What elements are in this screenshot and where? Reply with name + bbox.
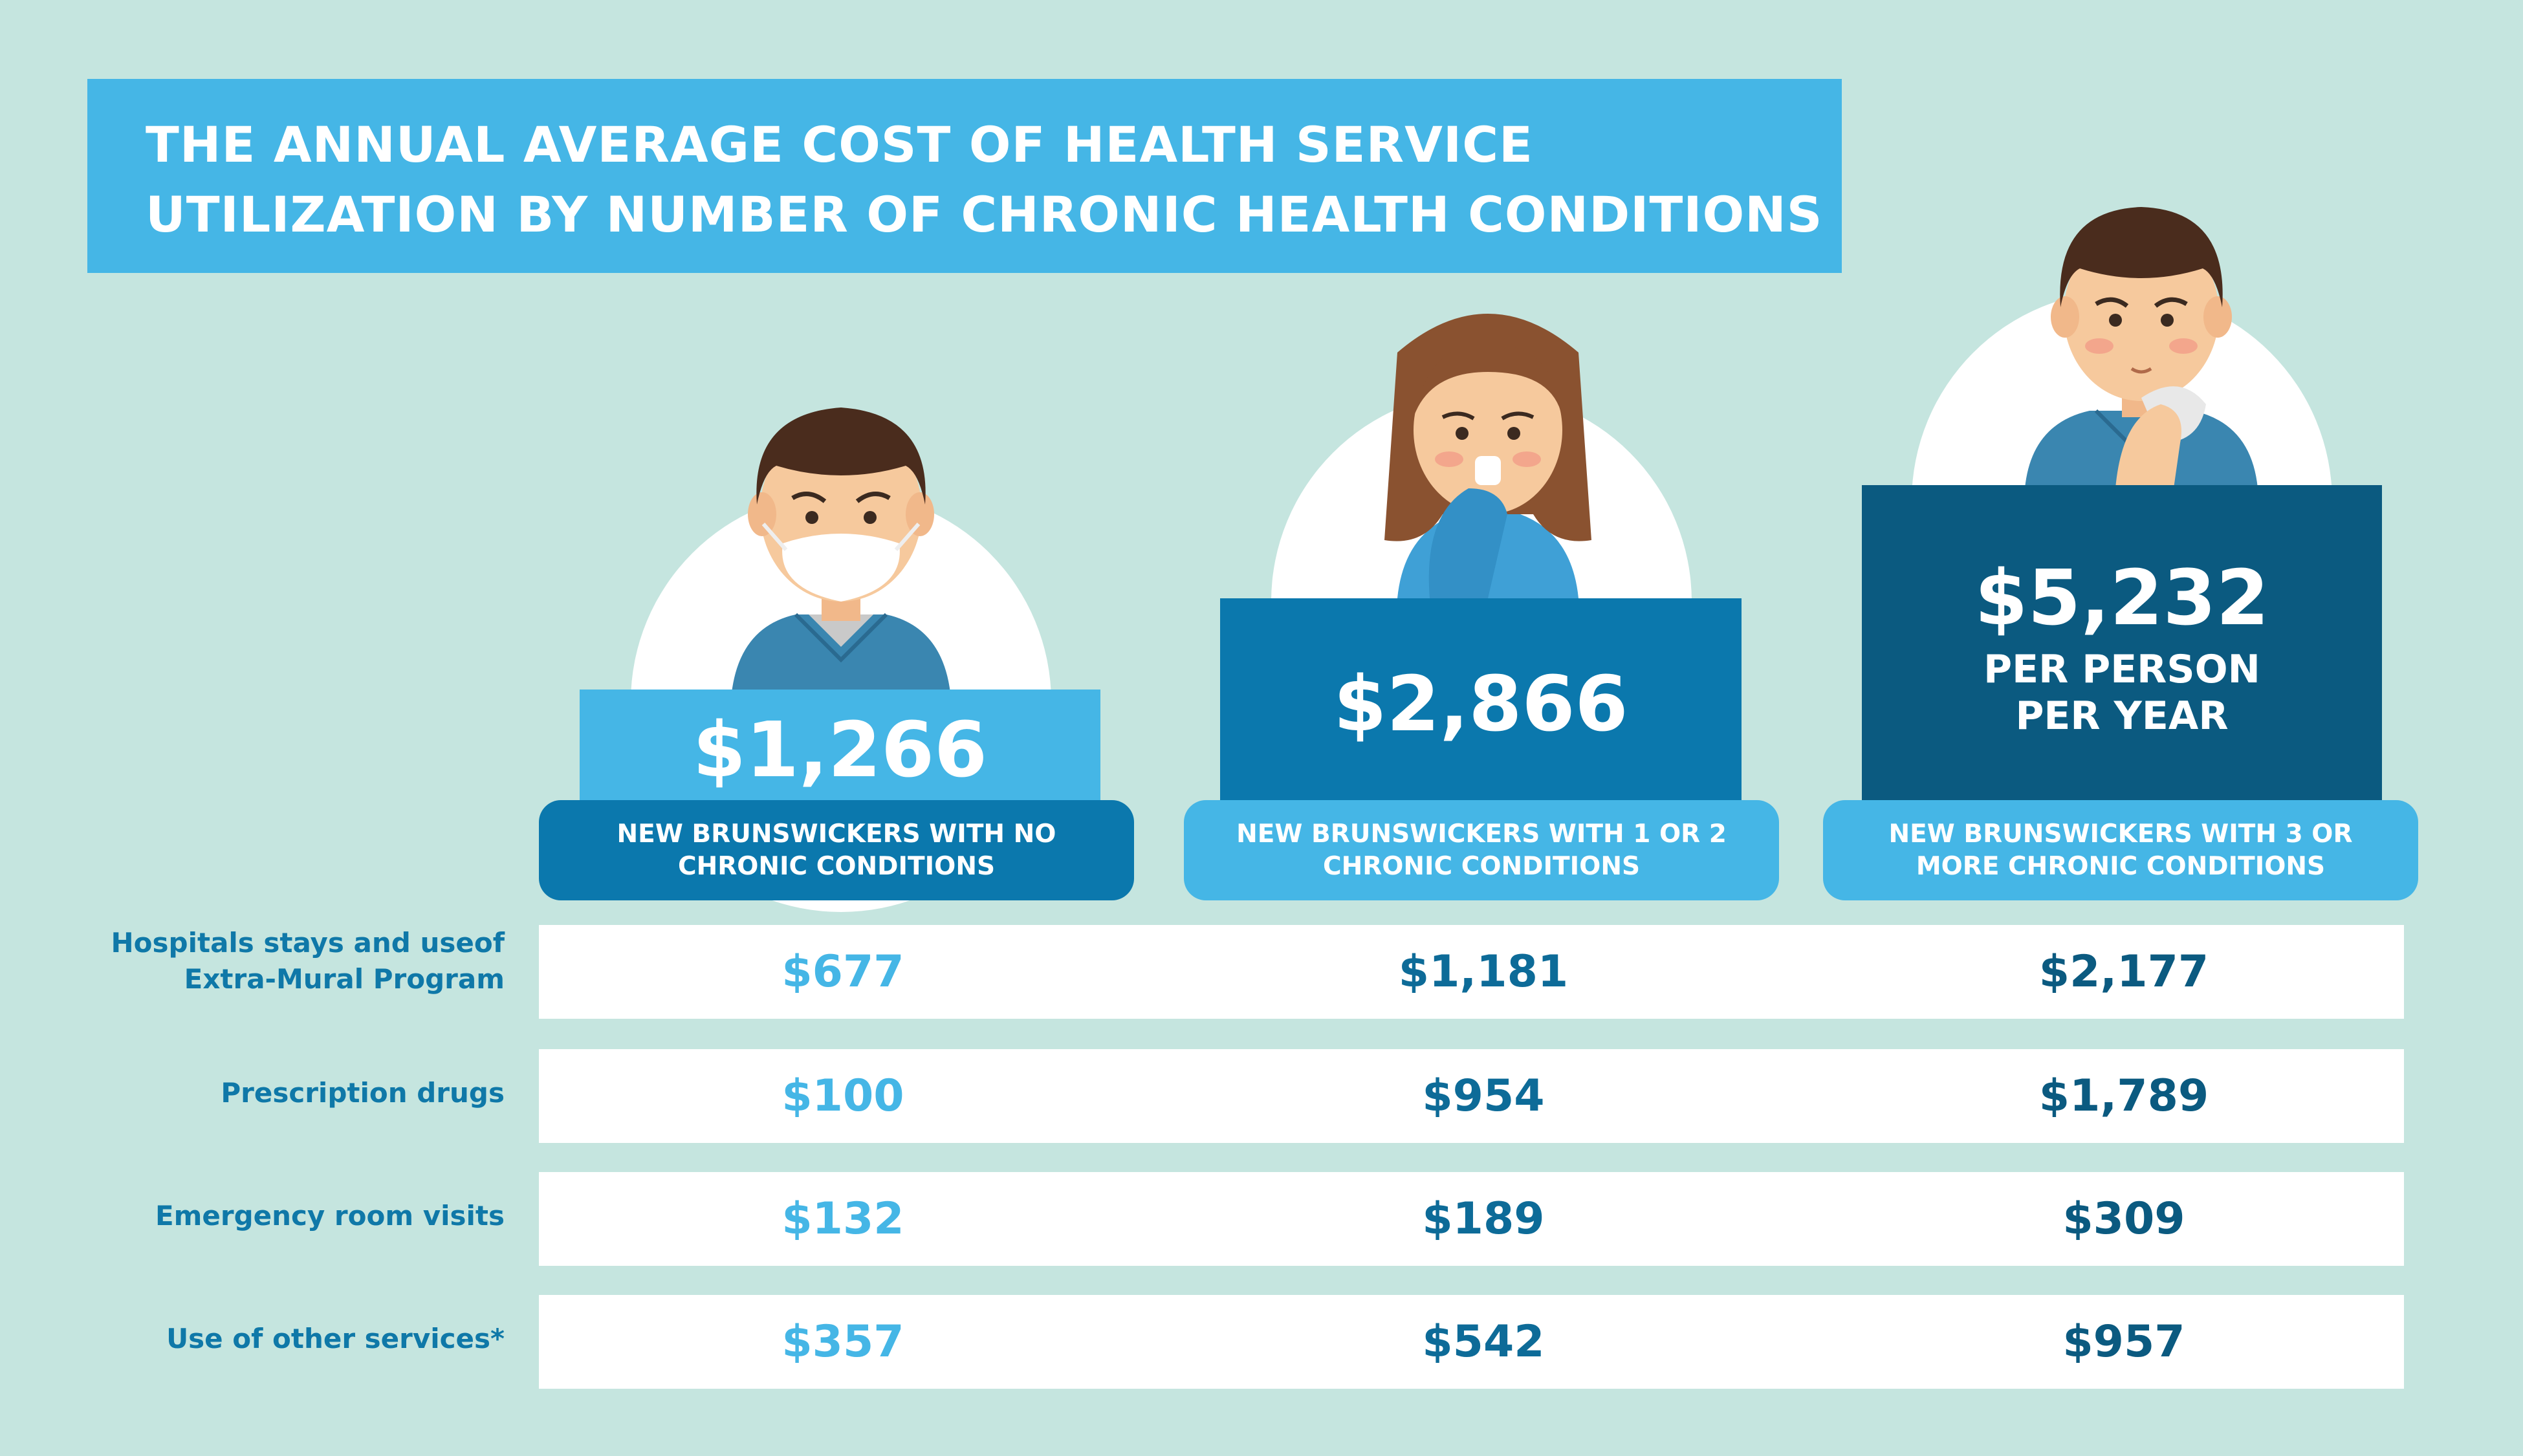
row-label-emergency: Emergency room visits (155, 1200, 505, 1232)
value-drugs-1-2: $954 (1422, 1070, 1545, 1122)
sick-woman-icon (1384, 314, 1591, 598)
group-label-3: NEW BRUNSWICKERS WITH 3 OR MORE CHRONIC … (1823, 800, 2418, 900)
table-row: $100 $954 $1,789 (539, 1049, 2404, 1143)
amount-3-sub-1: PER PERSON (1983, 646, 2260, 692)
table-row: $132 $189 $309 (539, 1172, 2404, 1266)
amount-3: $5,232 (1974, 552, 2269, 642)
amount-3-sub-2: PER YEAR (2015, 693, 2229, 739)
value-drugs-none: $100 (781, 1070, 904, 1122)
value-hospital-1-2: $1,181 (1398, 946, 1569, 997)
value-other-3plus: $957 (2062, 1316, 2185, 1367)
title-banner: THE ANNUAL AVERAGE COST OF HEALTH SERVIC… (87, 79, 1842, 273)
value-other-1-2: $542 (1422, 1316, 1545, 1367)
group-label-1: NEW BRUNSWICKERS WITH NO CHRONIC CONDITI… (539, 800, 1134, 900)
amount-1: $1,266 (692, 704, 988, 794)
title-line-1: THE ANNUAL AVERAGE COST OF HEALTH SERVIC… (146, 116, 1533, 173)
amount-box-1: $1,266 (580, 690, 1100, 809)
amount-box-2: $2,866 (1220, 598, 1742, 809)
sick-man-icon (2025, 207, 2258, 488)
value-emergency-none: $132 (781, 1193, 904, 1244)
title-line-2: UTILIZATION BY NUMBER OF CHRONIC HEALTH … (146, 186, 1823, 243)
value-other-none: $357 (781, 1316, 904, 1367)
amount-box-3: $5,232 PER PERSON PER YEAR (1862, 485, 2382, 809)
row-label-other: Use of other services* (166, 1323, 505, 1354)
amount-2: $2,866 (1333, 659, 1628, 748)
value-drugs-3plus: $1,789 (2038, 1070, 2209, 1122)
value-hospital-3plus: $2,177 (2038, 946, 2209, 997)
row-label-drugs: Prescription drugs (221, 1077, 505, 1109)
group-label-2: NEW BRUNSWICKERS WITH 1 OR 2 CHRONIC CON… (1184, 800, 1779, 900)
table-row: $357 $542 $957 (539, 1295, 2404, 1389)
table-row: $677 $1,181 $2,177 (539, 925, 2404, 1019)
row-label-hospital: Hospitals stays and useof Extra-Mural Pr… (111, 927, 505, 995)
value-hospital-none: $677 (781, 946, 904, 997)
masked-man-icon (731, 407, 951, 699)
value-emergency-1-2: $189 (1422, 1193, 1545, 1244)
value-emergency-3plus: $309 (2062, 1193, 2185, 1244)
